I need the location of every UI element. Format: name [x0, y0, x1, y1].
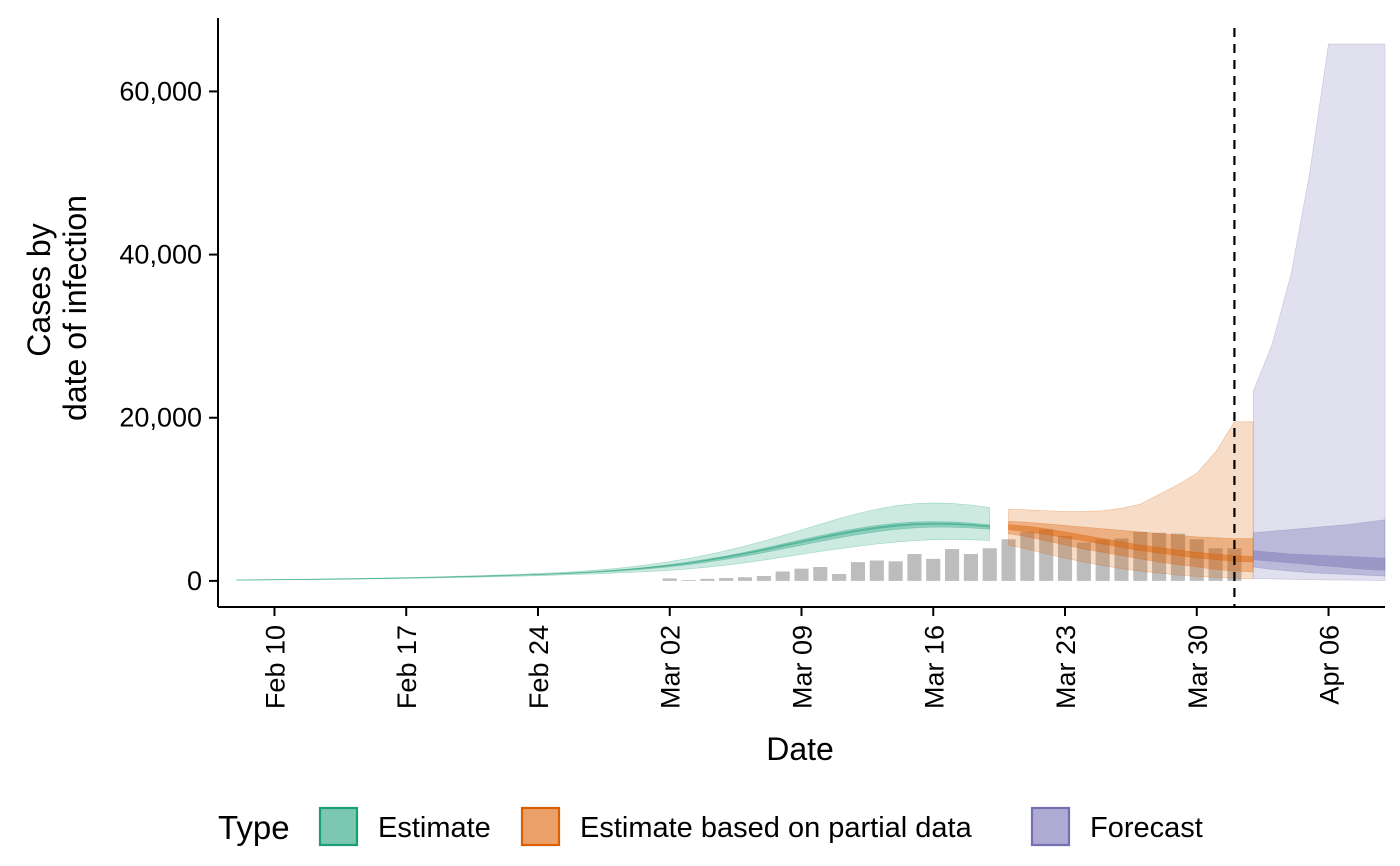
observed-bar — [794, 568, 809, 581]
observed-bar — [756, 576, 771, 581]
partial-band-50 — [1008, 520, 1254, 573]
observed-bar — [1189, 539, 1204, 581]
observed-bar — [1133, 531, 1148, 581]
legend-swatch-forecast — [1030, 806, 1071, 847]
legend-swatch-estimate — [318, 806, 359, 847]
observed-bar — [1095, 539, 1110, 581]
y-tick-label: 60,000 — [119, 76, 202, 106]
y-tick-label: 40,000 — [119, 240, 202, 270]
observed-bar — [1020, 531, 1035, 581]
observed-bar — [945, 549, 960, 581]
partial-band-20 — [1008, 524, 1254, 563]
forecast-band-50 — [1252, 519, 1386, 577]
observed-bar — [700, 578, 715, 581]
y-axis-ticks: 0 20,000 40,000 60,000 — [119, 76, 218, 596]
observed-bar — [1114, 538, 1129, 581]
x-tick-label: Feb 10 — [260, 625, 290, 709]
observed-bar — [850, 562, 866, 581]
observed-bar — [832, 573, 847, 581]
observed-bar — [737, 577, 753, 581]
observed-bar — [719, 578, 734, 581]
observed-bar — [1076, 542, 1091, 581]
legend-label-estimate: Estimate — [378, 812, 491, 844]
observed-bars — [662, 529, 1242, 581]
estimate-band-90 — [236, 502, 991, 581]
estimate-band-50 — [236, 521, 991, 581]
x-tick-label: Mar 02 — [656, 625, 686, 709]
x-axis-title: Date — [766, 731, 834, 767]
observed-bar — [869, 560, 884, 581]
forecast-band-20 — [1252, 550, 1386, 571]
observed-bar — [982, 548, 997, 581]
x-tick-label: Feb 24 — [524, 625, 554, 709]
observed-bar — [963, 553, 978, 581]
y-tick-label: 20,000 — [119, 403, 202, 433]
y-axis-title-line-2: date of infection — [57, 195, 93, 421]
plot-area — [236, 28, 1386, 607]
y-axis-title: Cases by date of infection — [21, 195, 93, 421]
x-axis-ticks: Feb 10 Feb 17 Feb 24 Mar 02 Mar 09 Mar 16 Mar … — [260, 607, 1345, 709]
x-tick-label: Mar 16 — [919, 625, 949, 709]
x-tick-label: Feb 17 — [392, 625, 422, 709]
legend-swatch-partial — [520, 806, 561, 847]
legend-title: Type — [218, 809, 290, 846]
legend-label-partial: Estimate based on partial data — [580, 812, 973, 844]
observed-bar — [926, 558, 941, 581]
observed-bar — [1057, 536, 1073, 581]
observed-bar — [1170, 533, 1186, 581]
observed-bar — [907, 553, 922, 581]
observed-bar — [1152, 532, 1167, 581]
estimate-bands — [236, 43, 1386, 581]
x-tick-label: Mar 09 — [788, 625, 818, 709]
y-tick-label: 0 — [187, 566, 202, 596]
x-tick-label: Apr 06 — [1315, 625, 1345, 705]
observed-bar — [813, 567, 828, 581]
y-axis-title-line-1: Cases by — [21, 223, 57, 356]
legend: Type Estimate Estimate based on partial … — [218, 806, 1203, 847]
observed-bar — [888, 561, 903, 581]
observed-bar — [1001, 539, 1016, 581]
x-tick-label: Mar 23 — [1051, 625, 1081, 709]
legend-label-forecast: Forecast — [1090, 812, 1203, 844]
observed-bar — [662, 578, 677, 581]
partial-band-90 — [1008, 421, 1254, 580]
axes: Feb 10 Feb 17 Feb 24 Mar 02 Mar 09 Mar 16 Mar … — [119, 18, 1385, 709]
observed-bar — [681, 580, 696, 581]
estimate-band-20 — [236, 522, 991, 581]
x-tick-label: Mar 30 — [1183, 625, 1213, 709]
forecast-band-90 — [1252, 43, 1386, 581]
observed-bar — [1039, 529, 1054, 581]
observed-bar — [1208, 548, 1223, 581]
observed-bar — [775, 571, 790, 581]
